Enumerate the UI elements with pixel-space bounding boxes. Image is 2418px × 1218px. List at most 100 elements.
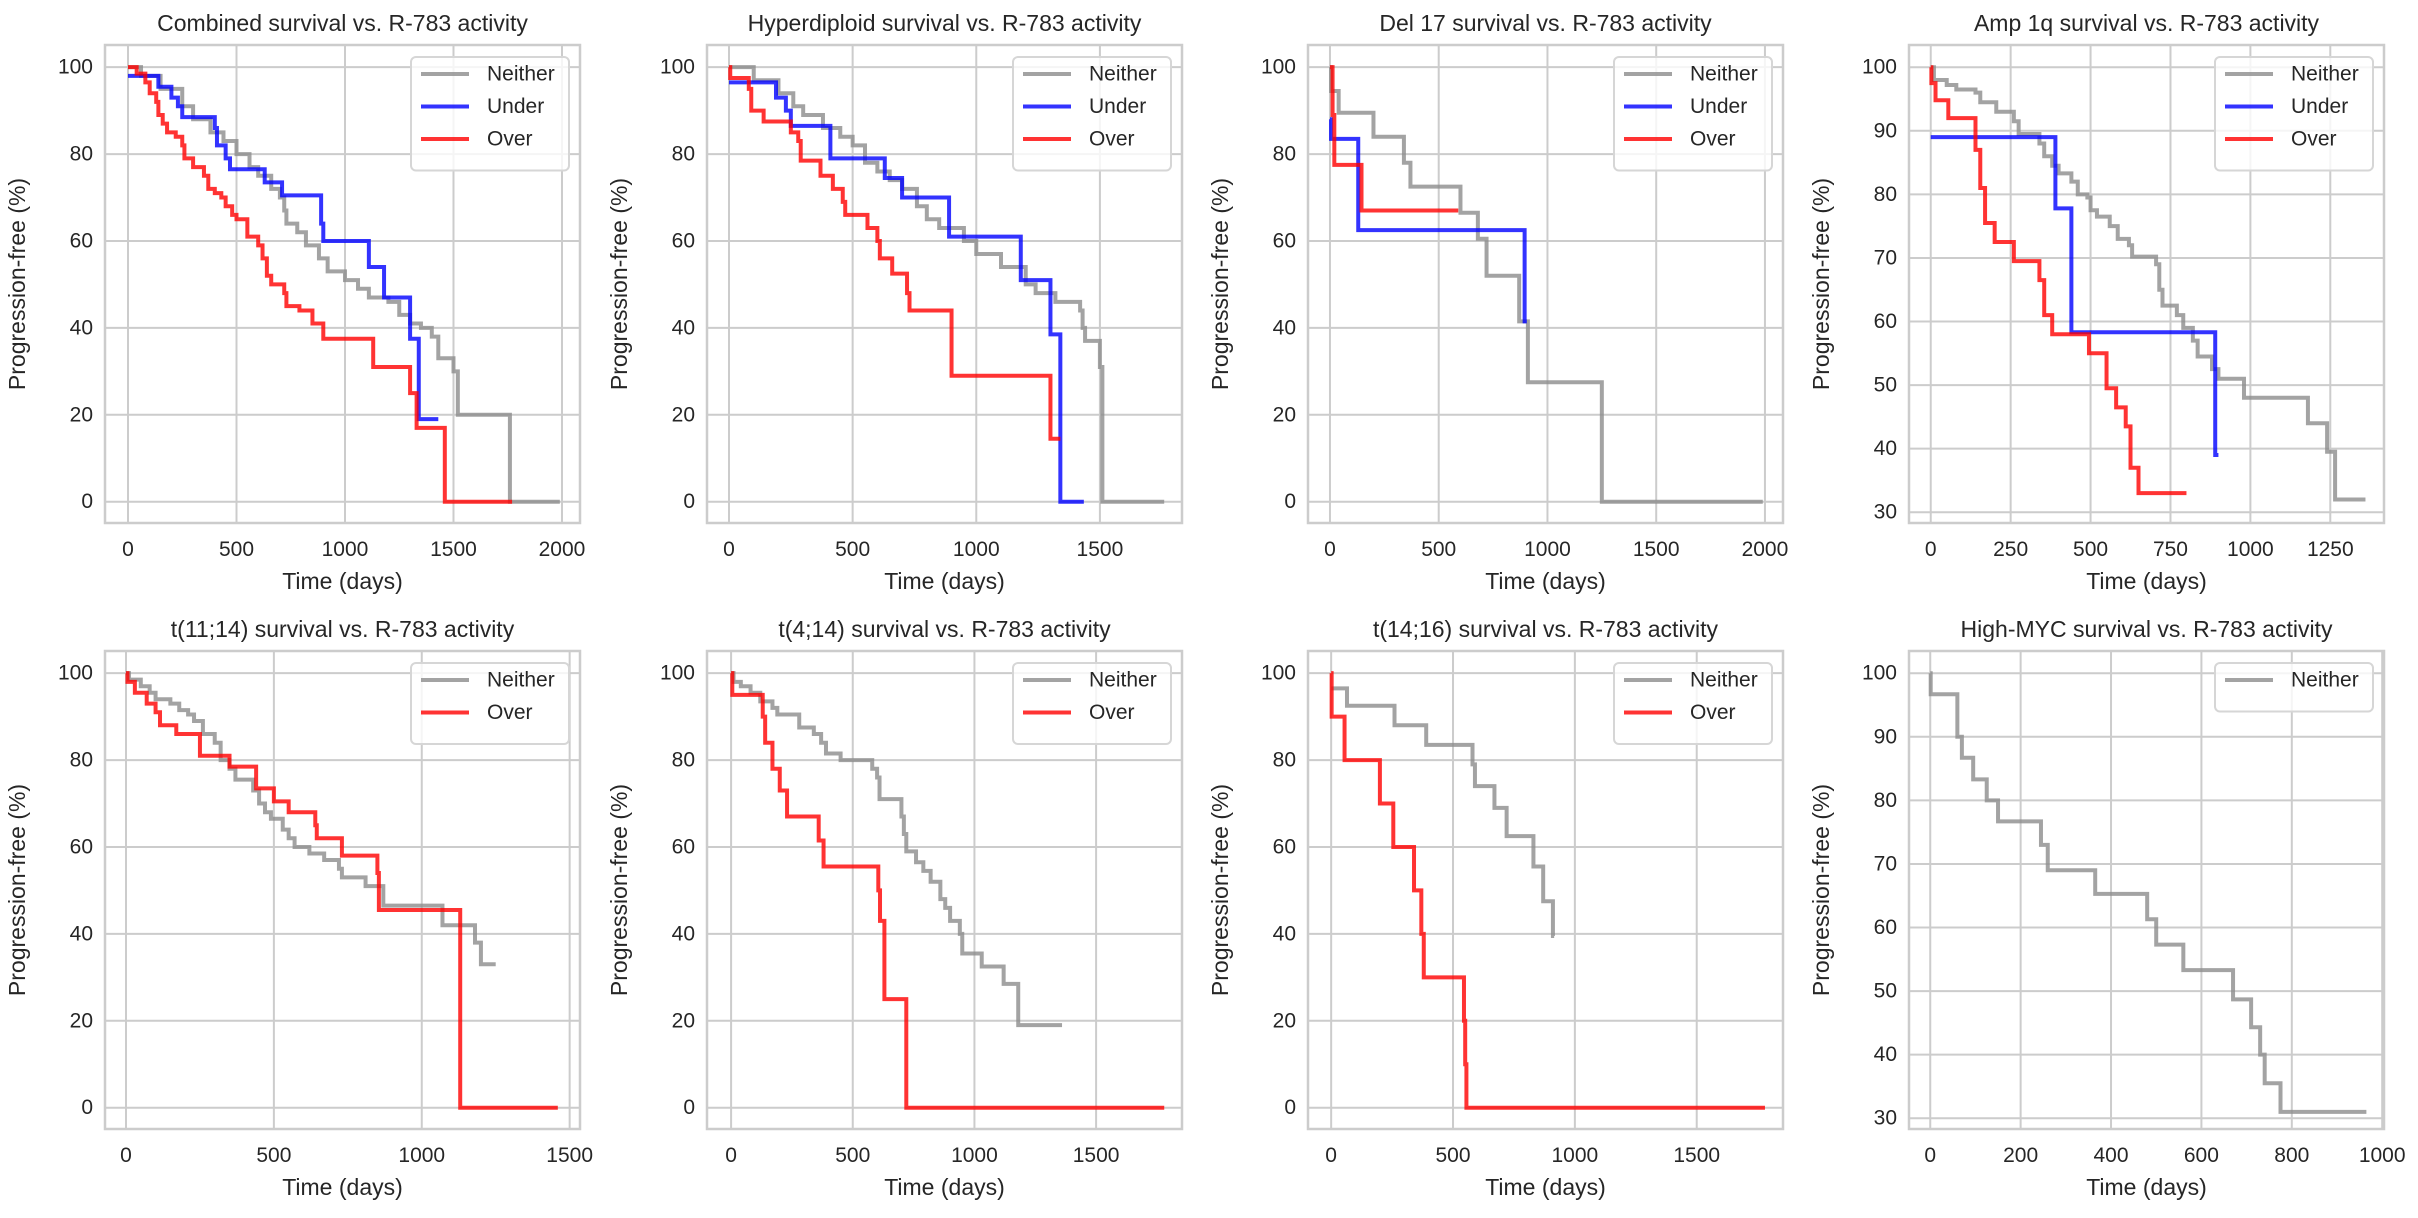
y-tick-label: 20 <box>672 1009 695 1032</box>
x-axis-label: Time (days) <box>1485 568 1606 594</box>
series-line-neither <box>128 65 560 504</box>
y-tick-label: 60 <box>672 835 695 858</box>
axes-frame <box>705 43 1184 525</box>
x-tick-label: 1500 <box>430 538 477 561</box>
y-tick-label: 80 <box>1273 749 1296 772</box>
x-tick-label: 1000 <box>398 1144 445 1167</box>
legend: Neither Under Over <box>1012 56 1172 172</box>
legend-label: Neither <box>1089 669 1157 692</box>
series-line-neither <box>1331 686 1555 939</box>
x-tick-label: 400 <box>2093 1144 2128 1167</box>
x-tick-label: 1000 <box>953 538 1000 561</box>
legend: Neither Under Over <box>2214 56 2374 172</box>
y-tick-label: 60 <box>1273 835 1296 858</box>
x-axis-label: Time (days) <box>2086 1174 2207 1200</box>
subplot-7: 0 500 1000 1500 0 20 40 60 80 100 t(14;16) surviva… <box>1207 616 1785 1200</box>
y-tick-label: 80 <box>672 143 695 166</box>
y-tick-label: 90 <box>1874 725 1897 748</box>
axes-frame <box>1306 649 1785 1131</box>
series-line-neither <box>731 671 1063 1028</box>
y-tick-label: 40 <box>1273 316 1296 339</box>
x-tick-label: 1000 <box>2359 1144 2406 1167</box>
series-line-over <box>1329 671 1765 1110</box>
axes-frame <box>103 43 582 525</box>
x-tick-label: 1500 <box>1073 1144 1120 1167</box>
axes-frame <box>705 649 1184 1131</box>
legend-label: Neither <box>487 63 555 86</box>
series-line-over <box>728 65 1061 441</box>
y-tick-label: 100 <box>1261 56 1296 79</box>
x-tick-label: 1500 <box>1077 538 1124 561</box>
y-tick-label: 80 <box>1273 143 1296 166</box>
series-line-under <box>128 73 439 422</box>
x-tick-label: 600 <box>2184 1144 2219 1167</box>
subplot-1: 0 500 1000 1500 2000 0 20 40 60 80 100 Combined sur… <box>4 10 585 594</box>
subplot-6: 0 500 1000 1500 0 20 40 60 80 100 t(4;14) survival… <box>606 616 1184 1200</box>
axes-frame <box>1907 43 2386 525</box>
y-tick-label: 0 <box>1284 490 1296 513</box>
legend-label: Neither <box>1690 63 1758 86</box>
legend-frame <box>1613 662 1773 745</box>
subplot-title: t(11;14) survival vs. R-783 activity <box>171 616 515 642</box>
y-tick-label: 100 <box>58 56 93 79</box>
series-line-over <box>125 671 558 1110</box>
x-tick-label: 200 <box>2003 1144 2038 1167</box>
y-tick-label: 60 <box>1874 916 1897 939</box>
legend: Neither Over <box>410 662 570 745</box>
axes-frame <box>1907 649 2386 1131</box>
y-tick-label: 40 <box>1273 922 1296 945</box>
x-axis-label: Time (days) <box>282 568 403 594</box>
series-line-neither <box>125 671 496 967</box>
legend-label: Neither <box>1690 669 1758 692</box>
series-line-over <box>128 65 513 504</box>
x-tick-label: 1250 <box>2307 538 2354 561</box>
y-tick-label: 80 <box>70 143 93 166</box>
y-tick-label: 80 <box>1874 183 1897 206</box>
subplot-2: 0 500 1000 1500 0 20 40 60 80 100 Hyperdiploid sur… <box>606 10 1184 594</box>
series-line-neither <box>1930 65 2366 502</box>
y-tick-label: 50 <box>1874 374 1897 397</box>
legend: Neither Over <box>1012 662 1172 745</box>
legend-frame <box>410 662 570 745</box>
subplot-title: t(4;14) survival vs. R-783 activity <box>778 616 1111 642</box>
y-axis-label: Progression-free (%) <box>1808 178 1834 390</box>
y-tick-label: 0 <box>683 1096 695 1119</box>
x-tick-label: 1000 <box>2227 538 2274 561</box>
legend-label: Under <box>1690 95 1747 118</box>
x-tick-label: 1000 <box>1552 1144 1599 1167</box>
axes-frame <box>1306 43 1785 525</box>
legend: Neither Under Over <box>410 56 570 172</box>
y-tick-label: 60 <box>70 229 93 252</box>
series-line-neither <box>729 65 1165 504</box>
series-line-neither <box>1928 671 2367 1114</box>
y-axis-label: Progression-free (%) <box>606 784 632 996</box>
x-tick-label: 0 <box>723 538 735 561</box>
y-tick-label: 60 <box>70 835 93 858</box>
legend-label: Neither <box>2291 63 2359 86</box>
subplot-5: 0 500 1000 1500 0 20 40 60 80 100 t(11;14) surviva… <box>4 616 593 1200</box>
legend: Neither <box>2214 662 2374 713</box>
legend-frame <box>1012 662 1172 745</box>
y-tick-label: 100 <box>660 662 695 685</box>
y-tick-label: 60 <box>1273 229 1296 252</box>
x-tick-label: 500 <box>1421 538 1456 561</box>
x-axis-label: Time (days) <box>282 1174 403 1200</box>
x-tick-label: 500 <box>256 1144 291 1167</box>
series-line-neither <box>1329 65 1763 504</box>
x-tick-label: 0 <box>1925 538 1937 561</box>
x-tick-label: 1000 <box>951 1144 998 1167</box>
legend-label: Under <box>2291 95 2348 118</box>
y-tick-label: 0 <box>81 490 93 513</box>
x-tick-label: 800 <box>2274 1144 2309 1167</box>
y-tick-label: 100 <box>1862 662 1897 685</box>
y-tick-label: 80 <box>672 749 695 772</box>
subplot-title: High-MYC survival vs. R-783 activity <box>1961 616 2333 642</box>
x-axis-label: Time (days) <box>884 1174 1005 1200</box>
y-tick-label: 20 <box>70 403 93 426</box>
legend-frame <box>1613 56 1773 172</box>
x-tick-label: 0 <box>1325 1144 1337 1167</box>
legend-label: Over <box>487 701 533 724</box>
legend-label: Over <box>487 128 533 151</box>
y-tick-label: 40 <box>1874 1043 1897 1066</box>
x-tick-label: 500 <box>219 538 254 561</box>
